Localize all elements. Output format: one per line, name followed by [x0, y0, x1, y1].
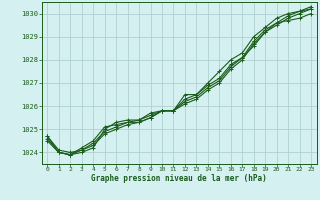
- X-axis label: Graphe pression niveau de la mer (hPa): Graphe pression niveau de la mer (hPa): [91, 174, 267, 183]
